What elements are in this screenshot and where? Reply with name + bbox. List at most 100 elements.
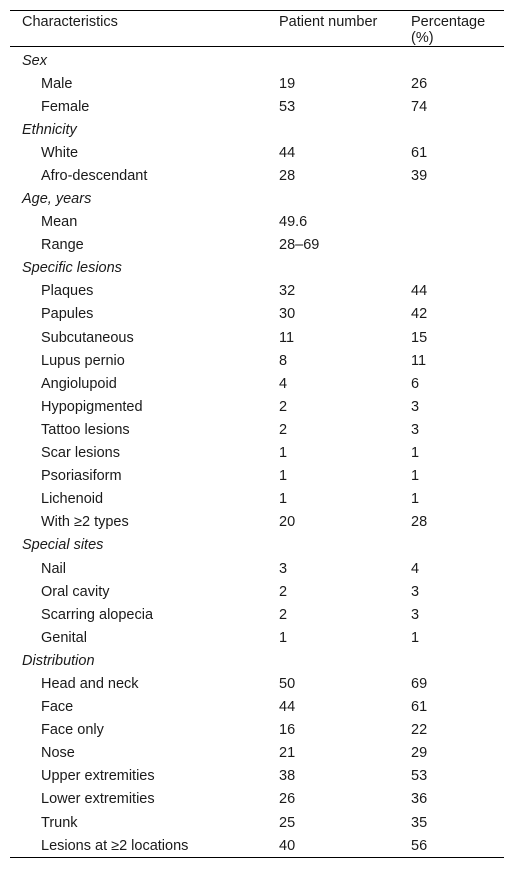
section-row: Distribution (10, 649, 504, 672)
percentage-cell: 22 (411, 722, 428, 739)
row-label: With ≥2 types (41, 514, 129, 531)
percentage-cell: 36 (411, 791, 428, 808)
patient-number-cell: 1 (279, 491, 288, 508)
section-blank (279, 47, 411, 73)
percentage-cell (411, 234, 504, 257)
patient-number-cell: 21 (279, 745, 296, 762)
table-row: Subcutaneous 11 15 (10, 326, 504, 349)
table-row: Scarring alopecia 2 3 (10, 603, 504, 626)
patient-number-cell: 11 (279, 329, 295, 346)
percentage-cell: 3 (411, 398, 420, 415)
patient-number-cell: 49.6 (279, 214, 308, 231)
patient-number-cell: 1 (279, 468, 288, 485)
patient-number-cell: 40 (279, 834, 411, 859)
section-blank (279, 118, 411, 141)
table-row: With ≥2 types 20 28 (10, 511, 504, 534)
patient-number-cell: 38 (279, 768, 296, 785)
percentage-cell: 26 (411, 75, 428, 92)
patient-number-cell: 30 (279, 306, 296, 323)
patient-number-cell: 20 (279, 514, 296, 531)
percentage-cell: 39 (411, 167, 428, 184)
percentage-cell (411, 211, 504, 234)
header-patient-number: Patient number (279, 0, 411, 47)
table-row: Face 44 61 (10, 696, 504, 719)
percentage-cell: 61 (411, 144, 428, 161)
table-row: Lesions at ≥2 locations 40 56 (10, 834, 504, 859)
section-blank (411, 257, 504, 280)
table-row: Head and neck 50 69 (10, 672, 504, 695)
section-blank (411, 47, 504, 73)
table-row: Male 19 26 (10, 72, 504, 95)
table-row: Scar lesions 1 1 (10, 442, 504, 465)
percentage-cell: 1 (411, 468, 420, 485)
row-label: Lichenoid (41, 491, 104, 508)
row-label: Head and neck (41, 675, 139, 692)
patient-number-cell: 44 (279, 144, 296, 161)
percentage-cell: 4 (411, 560, 420, 577)
patient-number-cell: 26 (279, 791, 296, 808)
patient-number-cell: 4 (279, 375, 288, 392)
row-label: Lower extremities (41, 791, 155, 808)
row-label: White (41, 144, 79, 161)
percentage-cell: 61 (411, 699, 428, 716)
section-blank (279, 257, 411, 280)
section-row: Sex (10, 47, 504, 73)
table-row: Hypopigmented 2 3 (10, 395, 504, 418)
table-row: Psoriasiform 1 1 (10, 465, 504, 488)
row-label: Upper extremities (41, 768, 155, 785)
section-title: Age, years (22, 191, 92, 208)
section-title: Specific lesions (22, 260, 122, 277)
patient-number-cell: 50 (279, 675, 296, 692)
patient-number-cell: 32 (279, 283, 296, 300)
patient-number-cell: 3 (279, 560, 288, 577)
row-label: Lesions at ≥2 locations (10, 834, 279, 859)
percentage-cell: 29 (411, 745, 428, 762)
patient-number-cell: 16 (279, 722, 296, 739)
table-row: Afro-descendant 28 39 (10, 164, 504, 187)
row-label: Subcutaneous (41, 329, 134, 346)
percentage-cell: 15 (411, 329, 428, 346)
patient-number-cell: 28 (279, 167, 296, 184)
patient-number-cell: 1 (279, 445, 288, 462)
section-blank (411, 187, 504, 210)
patient-number-cell: 2 (279, 398, 288, 415)
table-row: Trunk 25 35 (10, 811, 504, 834)
percentage-cell: 28 (411, 514, 428, 531)
patient-number-cell: 28–69 (279, 237, 320, 254)
percentage-cell: 53 (411, 768, 428, 785)
row-label: Male (41, 75, 73, 92)
section-blank (279, 534, 411, 557)
percentage-cell: 56 (411, 834, 504, 859)
section-row: Ethnicity (10, 118, 504, 141)
header-row: Characteristics Patient number Percentag… (10, 0, 504, 47)
percentage-cell: 1 (411, 445, 420, 462)
table-row: Nail 3 4 (10, 557, 504, 580)
table-row: Genital 1 1 (10, 626, 504, 649)
percentage-cell: 11 (411, 352, 427, 369)
section-row: Age, years (10, 187, 504, 210)
section-blank (411, 649, 504, 672)
patient-number-cell: 2 (279, 421, 288, 438)
section-title: Ethnicity (22, 121, 77, 138)
patient-number-cell: 53 (279, 98, 296, 115)
patient-number-cell: 19 (279, 75, 296, 92)
row-label: Scarring alopecia (41, 606, 154, 623)
row-label: Range (41, 237, 84, 254)
table-row: White 44 61 (10, 141, 504, 164)
characteristics-table: Characteristics Patient number Percentag… (10, 0, 504, 859)
table-row: Face only 16 22 (10, 719, 504, 742)
row-label: Face only (41, 722, 104, 739)
percentage-cell: 44 (411, 283, 428, 300)
percentage-cell: 1 (411, 629, 420, 646)
row-label: Psoriasiform (41, 468, 122, 485)
table-row: Plaques 32 44 (10, 280, 504, 303)
header-characteristics: Characteristics (10, 0, 279, 47)
row-label: Genital (41, 629, 87, 646)
row-label: Mean (41, 214, 78, 231)
table-row: Tattoo lesions 2 3 (10, 418, 504, 441)
row-label: Plaques (41, 283, 94, 300)
table-row: Lupus pernio 8 11 (10, 349, 504, 372)
section-title: Distribution (22, 652, 95, 669)
patient-number-cell: 25 (279, 814, 296, 831)
